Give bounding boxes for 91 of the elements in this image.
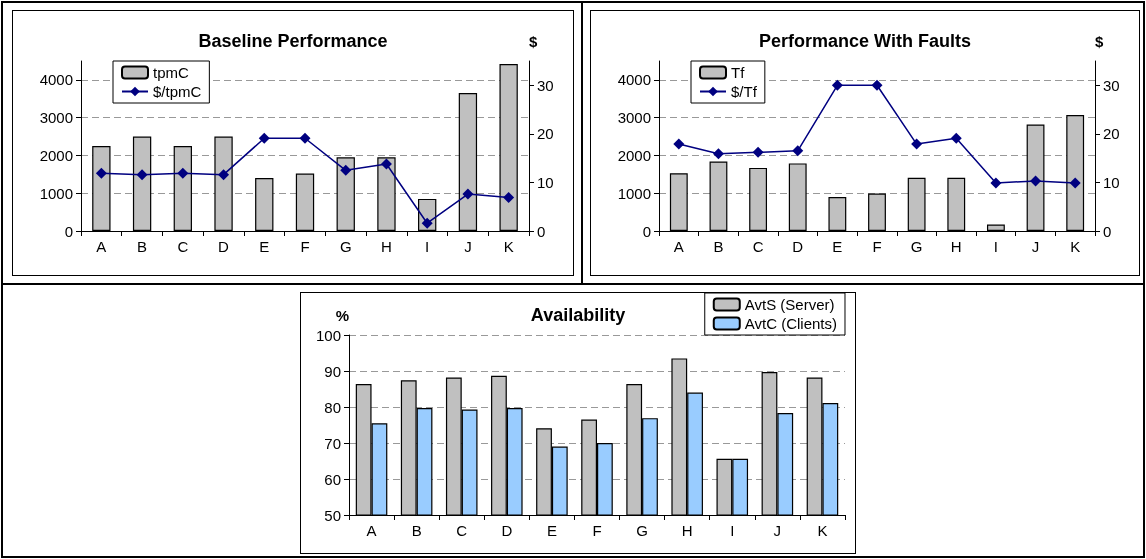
x-tick-label: A [673,238,684,255]
x-tick-label: C [456,522,468,539]
chart-title: Performance With Faults [759,31,971,51]
legend-label: AvtC (Clients) [744,315,838,332]
x-tick-label: A [96,238,107,255]
point [1069,177,1081,189]
y2-tick-label: 10 [1103,173,1120,191]
point [752,146,764,158]
x-tick-label: I [993,238,998,255]
legend-label: Tf [731,64,746,81]
point [340,164,352,176]
x-tick-label: H [681,522,693,539]
x-tick-label: K [503,238,514,255]
x-tick-label: E [546,522,557,539]
y2-tick-label: 10 [537,173,554,191]
point [380,158,392,170]
y-tick-label: 2000 [39,146,73,164]
x-tick-label: D [792,238,804,255]
x-tick-label: F [300,238,310,255]
legend-label: AvtS (Server) [744,296,835,313]
point [218,169,230,181]
y2-axis-title: $ [529,33,538,50]
y2-axis-title: $ [1095,33,1104,50]
x-tick-label: J [773,522,782,539]
x-tick-label: H [950,238,962,255]
x-tick-label: A [366,522,377,539]
x-tick-label: C [177,238,189,255]
x-tick-label: E [832,238,843,255]
x-tick-label: G [636,522,648,539]
x-tick-label: B [411,522,422,539]
legend-label: $/tpmC [153,83,202,100]
x-tick-label: E [259,238,270,255]
y-tick-label: 1000 [617,184,651,202]
y2-tick-label: 0 [1103,222,1112,240]
x-tick-label: J [1031,238,1040,255]
y-axis-title: % [335,307,349,324]
point [990,177,1002,189]
y-tick-label: 0 [64,222,73,240]
y2-tick-label: 20 [1103,125,1120,143]
x-tick-label: I [425,238,430,255]
chart-title: Availability [530,305,626,325]
y-tick-label: 1000 [39,184,73,202]
x-tick-label: D [218,238,230,255]
point [831,79,843,91]
y-tick-label: 60 [324,470,341,488]
y-tick-label: 50 [324,506,341,524]
x-tick-label: D [501,522,513,539]
y2-tick-label: 0 [537,222,546,240]
point [462,188,474,200]
point [911,138,923,150]
point [136,169,148,181]
x-tick-label: I [730,522,735,539]
point [792,145,804,157]
point [177,167,189,179]
point [503,191,515,203]
point [421,217,433,229]
legend-label: tpmC [153,64,189,81]
point [258,132,270,144]
x-tick-label: H [381,238,392,255]
y2-tick-label: 20 [537,125,554,143]
point [673,138,685,150]
legend-label: $/Tf [731,83,758,100]
y-tick-label: 3000 [39,109,73,127]
x-tick-label: G [910,238,923,255]
y-tick-label: 100 [315,326,341,344]
x-tick-label: F [592,522,602,539]
y-tick-label: 0 [642,222,651,240]
point [950,132,962,144]
point [871,79,883,91]
x-tick-label: G [339,238,352,255]
y-tick-label: 70 [324,434,341,452]
point [1030,175,1042,187]
y-tick-label: 4000 [39,71,73,89]
x-tick-label: B [713,238,724,255]
x-tick-label: J [464,238,472,255]
x-tick-label: K [817,522,828,539]
point [299,132,311,144]
y-tick-label: 4000 [617,71,651,89]
x-tick-label: C [752,238,764,255]
y-tick-label: 3000 [617,109,651,127]
y-tick-label: 80 [324,398,341,416]
x-tick-label: B [137,238,148,255]
x-tick-label: F [872,238,882,255]
y2-tick-label: 30 [1103,76,1120,94]
x-tick-label: K [1070,238,1081,255]
point [95,167,107,179]
point [712,148,724,160]
y-tick-label: 90 [324,362,341,380]
y2-tick-label: 30 [537,76,554,94]
chart-title: Baseline Performance [198,31,388,51]
y-tick-label: 2000 [617,146,651,164]
